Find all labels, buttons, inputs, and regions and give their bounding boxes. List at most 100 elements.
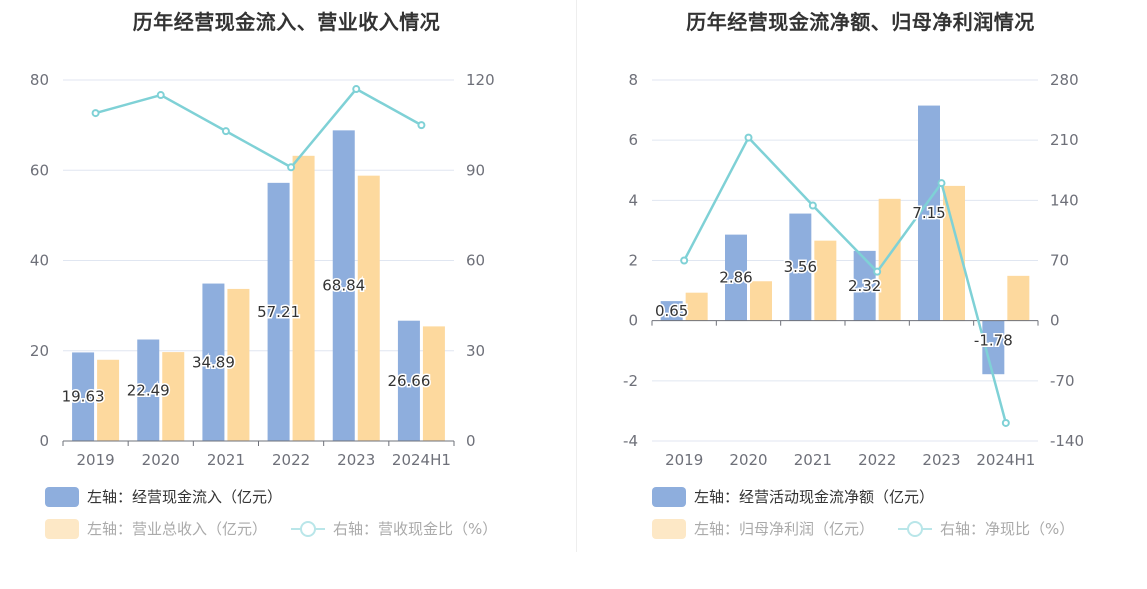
left-chart-line-series xyxy=(95,87,423,169)
left-chart-bar-data-label: 34.89 xyxy=(192,353,235,371)
right-chart-x-tick-label: 2024H1 xyxy=(976,451,1035,469)
right-chart-bar-primary xyxy=(853,250,876,321)
right-chart-left-tick-label: 6 xyxy=(628,131,638,149)
left-chart-bar-secondary xyxy=(422,326,445,441)
right-chart-bar-primary xyxy=(660,301,683,321)
right-chart-x-tick-label: 2020 xyxy=(729,451,767,469)
right-chart-left-tick-label: 4 xyxy=(628,191,638,209)
right-chart-bar-secondary xyxy=(750,281,772,321)
left-chart-panel: 历年经营现金流入、营业收入情况 0 20 40 60 80 0 30 60 90 120 2019 2… xyxy=(0,0,573,589)
left-chart-right-tick-label: 60 xyxy=(466,252,485,270)
left-chart-bar-secondary xyxy=(97,359,120,441)
right-chart-bar-data-label: 2.86 xyxy=(719,269,752,287)
legend-label-net-cash-flow: 左轴：经营活动现金流净额（亿元） xyxy=(694,488,935,506)
right-chart-bar-secondary xyxy=(814,240,837,321)
legend-row-right-2: 左轴：归母净利润（亿元） 右轴：净现比（%） xyxy=(652,518,1098,539)
right-chart-bar-data-label: 3.56 xyxy=(784,258,817,276)
right-chart-right-tick-label: 280 xyxy=(1050,71,1079,89)
right-chart-bar-secondary xyxy=(685,292,708,321)
left-chart-x-tick-label: 2021 xyxy=(207,451,245,469)
left-chart-bar-primary xyxy=(137,339,160,441)
left-chart-line-point xyxy=(156,91,165,100)
legend-label-revenue-cash-ratio: 右轴：营收现金比（%） xyxy=(333,520,498,538)
legend-item-net-cash-ratio[interactable]: 右轴：净现比（%） xyxy=(898,518,1074,539)
right-chart-x-tick-label: 2019 xyxy=(665,451,703,469)
legend-item-net-cash-flow[interactable]: 左轴：经营活动现金流净额（亿元） xyxy=(652,486,934,507)
right-chart-canvas: -4 -2 0 2 4 6 8 -140 -70 0 70 140 210 280 2019 2020 2021… xyxy=(623,71,1084,469)
left-chart-canvas: 0 20 40 60 80 0 30 60 90 120 2019 2020 2021 2022 2023 2… xyxy=(30,71,495,469)
right-chart-line-point xyxy=(937,179,946,188)
legend-item-net-profit[interactable]: 左轴：归母净利润（亿元） xyxy=(652,518,874,539)
legend-swatch-net-profit xyxy=(652,518,686,539)
legend-label-total-revenue: 左轴：营业总收入（亿元） xyxy=(87,520,268,538)
left-chart-right-tick-label: 30 xyxy=(466,342,485,360)
right-chart-left-tick-label: 2 xyxy=(628,252,638,270)
right-chart-left-tick-label: -4 xyxy=(623,432,638,450)
left-chart-bar-data-label: 57.21 xyxy=(257,303,300,321)
left-chart-line-point xyxy=(91,109,100,118)
right-chart-line-point xyxy=(680,256,689,265)
left-chart-line-point xyxy=(287,163,296,172)
left-chart-left-tick-label: 60 xyxy=(30,161,49,179)
left-chart-left-tick-label: 20 xyxy=(30,342,49,360)
right-chart-right-tick-label: 0 xyxy=(1050,312,1060,330)
left-chart-left-tick-label: 40 xyxy=(30,252,49,270)
left-chart-line-point xyxy=(417,121,426,130)
left-chart-left-tick-label: 80 xyxy=(30,71,49,89)
left-chart-bar-primary xyxy=(332,130,355,441)
left-chart-line-point xyxy=(221,127,230,136)
right-chart-bar-secondary xyxy=(878,198,901,321)
right-chart-x-tick-label: 2022 xyxy=(858,451,896,469)
right-chart-line-point xyxy=(873,267,882,276)
right-chart-x-tick-label: 2023 xyxy=(922,451,960,469)
legend-label-net-profit: 左轴：归母净利润（亿元） xyxy=(694,520,875,538)
legend-swatch-cash-inflow xyxy=(45,486,79,507)
left-chart-bar-data-label: 19.63 xyxy=(62,388,105,406)
left-chart-right-tick-label: 0 xyxy=(466,432,476,450)
left-chart-bar-data-label: 22.49 xyxy=(127,381,170,399)
left-chart-right-tick-label: 120 xyxy=(466,71,495,89)
right-chart-right-tick-label: -140 xyxy=(1050,432,1084,450)
right-chart-bar-primary xyxy=(982,320,1005,375)
right-chart-left-tick-label: 0 xyxy=(628,312,638,330)
right-chart-bar-primary xyxy=(725,234,747,321)
right-chart-bar-secondary xyxy=(943,185,965,321)
right-chart-bar-data-label: 7.15 xyxy=(912,204,945,222)
left-chart-bar-secondary xyxy=(162,352,185,441)
right-chart-right-tick-label: -70 xyxy=(1050,372,1075,390)
right-chart-line-point xyxy=(1001,418,1010,427)
right-chart-bar-secondary xyxy=(1007,275,1030,321)
left-chart-bar-secondary xyxy=(292,155,315,441)
left-chart-left-tick-label: 0 xyxy=(39,432,49,450)
legend-label-cash-inflow: 左轴：经营现金流入（亿元） xyxy=(87,488,283,506)
right-chart-bar-data-label: 0.65 xyxy=(655,302,688,320)
left-chart-bar-primary xyxy=(397,320,420,441)
right-chart-right-tick-label: 140 xyxy=(1050,191,1079,209)
right-chart-bar-primary xyxy=(918,105,940,321)
left-chart-bar-data-label: 68.84 xyxy=(322,277,365,295)
right-chart-left-tick-label: 8 xyxy=(628,71,638,89)
legend-line-icon-net-cash-ratio xyxy=(898,519,933,539)
legend-item-cash-inflow[interactable]: 左轴：经营现金流入（亿元） xyxy=(45,486,282,507)
legend-line-icon-revenue-cash-ratio xyxy=(291,519,326,539)
left-chart-right-tick-label: 90 xyxy=(466,161,485,179)
left-chart-bar-secondary xyxy=(227,288,250,441)
right-chart-title: 历年经营现金流净额、归母净利润情况 xyxy=(686,10,1035,34)
legend-row-left-2: 左轴：营业总收入（亿元） 右轴：营收现金比（%） xyxy=(45,518,521,539)
legend-item-revenue-cash-ratio[interactable]: 右轴：营收现金比（%） xyxy=(291,518,497,539)
legend-swatch-net-cash-flow xyxy=(652,486,686,507)
panel-divider xyxy=(576,0,577,552)
right-chart-right-tick-label: 70 xyxy=(1050,252,1069,270)
right-chart-bar-data-label: 2.32 xyxy=(848,277,881,295)
legend-item-total-revenue[interactable]: 左轴：营业总收入（亿元） xyxy=(45,518,267,539)
right-chart-bar-primary xyxy=(789,213,812,321)
left-chart-x-tick-label: 2022 xyxy=(272,451,310,469)
left-chart-title: 历年经营现金流入、营业收入情况 xyxy=(132,10,441,34)
left-chart-bar-data-label: 26.66 xyxy=(387,372,430,390)
right-chart-bar-data-label: -1.78 xyxy=(974,331,1013,349)
right-chart-left-tick-label: -2 xyxy=(623,372,638,390)
right-chart-panel: 历年经营现金流净额、归母净利润情况 -4 -2 0 2 4 6 8 -140 -70 0 70 140… xyxy=(574,0,1147,589)
left-chart-bar-secondary xyxy=(357,175,380,442)
left-chart-x-tick-label: 2020 xyxy=(142,451,180,469)
left-chart-bar-primary xyxy=(202,283,225,441)
